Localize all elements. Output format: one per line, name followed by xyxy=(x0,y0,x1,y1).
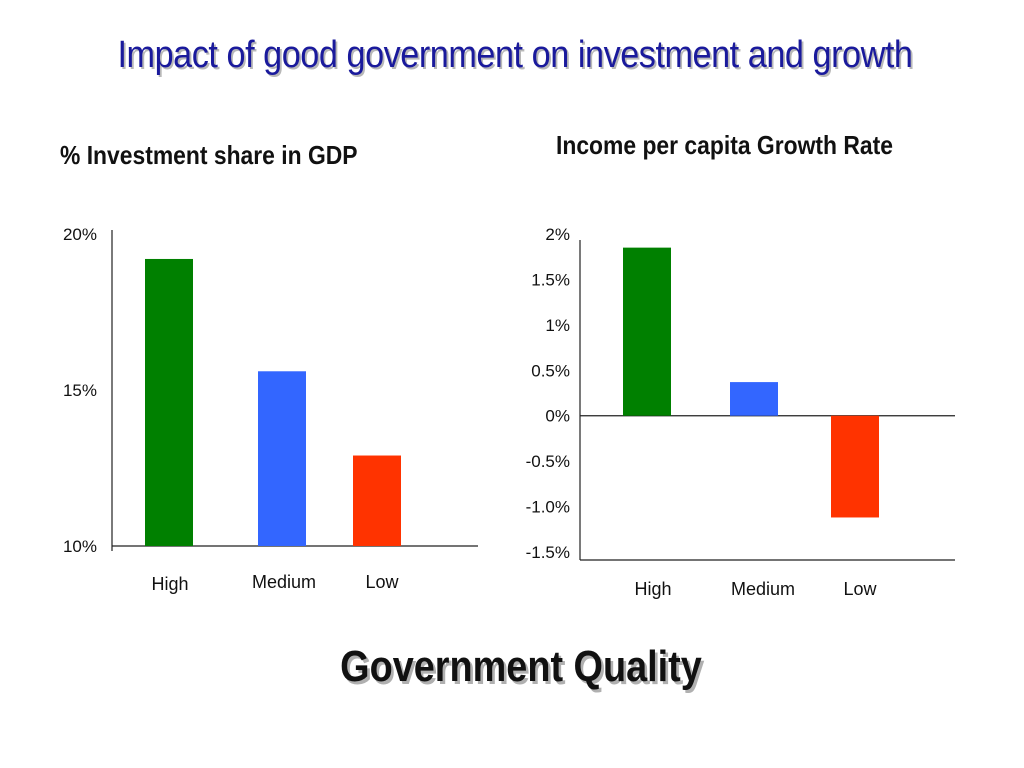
y-tick-label: 15% xyxy=(63,381,97,400)
investment-chart-title: % Investment share in GDP xyxy=(60,140,358,170)
y-tick-label: 0.5% xyxy=(531,361,570,380)
y-tick-label: -1.0% xyxy=(526,498,570,517)
bar-high xyxy=(145,258,193,546)
bar-high xyxy=(623,247,671,416)
y-tick-label: 0% xyxy=(545,407,570,426)
government-quality-label: Government Quality xyxy=(340,642,702,691)
category-label-high: High xyxy=(634,579,671,599)
growth-chart-title: Income per capita Growth Rate xyxy=(556,130,893,160)
y-tick-label: 1% xyxy=(545,316,570,335)
category-label-low: Low xyxy=(365,572,399,592)
bar-medium xyxy=(730,382,778,416)
category-label-high: High xyxy=(151,574,188,594)
bar-medium xyxy=(258,371,306,546)
category-label-medium: Medium xyxy=(252,572,316,592)
y-tick-label: -1.5% xyxy=(526,543,570,562)
y-tick-label: 2% xyxy=(545,225,570,244)
bar-low xyxy=(353,455,401,546)
y-tick-label: 1.5% xyxy=(531,270,570,289)
bar-low xyxy=(831,415,879,518)
y-tick-label: 20% xyxy=(63,225,97,244)
category-label-medium: Medium xyxy=(731,579,795,599)
y-tick-label: 10% xyxy=(63,537,97,556)
category-label-low: Low xyxy=(843,579,877,599)
slide-title: Impact of good government on investment … xyxy=(117,34,913,76)
y-tick-label: -0.5% xyxy=(526,452,570,471)
